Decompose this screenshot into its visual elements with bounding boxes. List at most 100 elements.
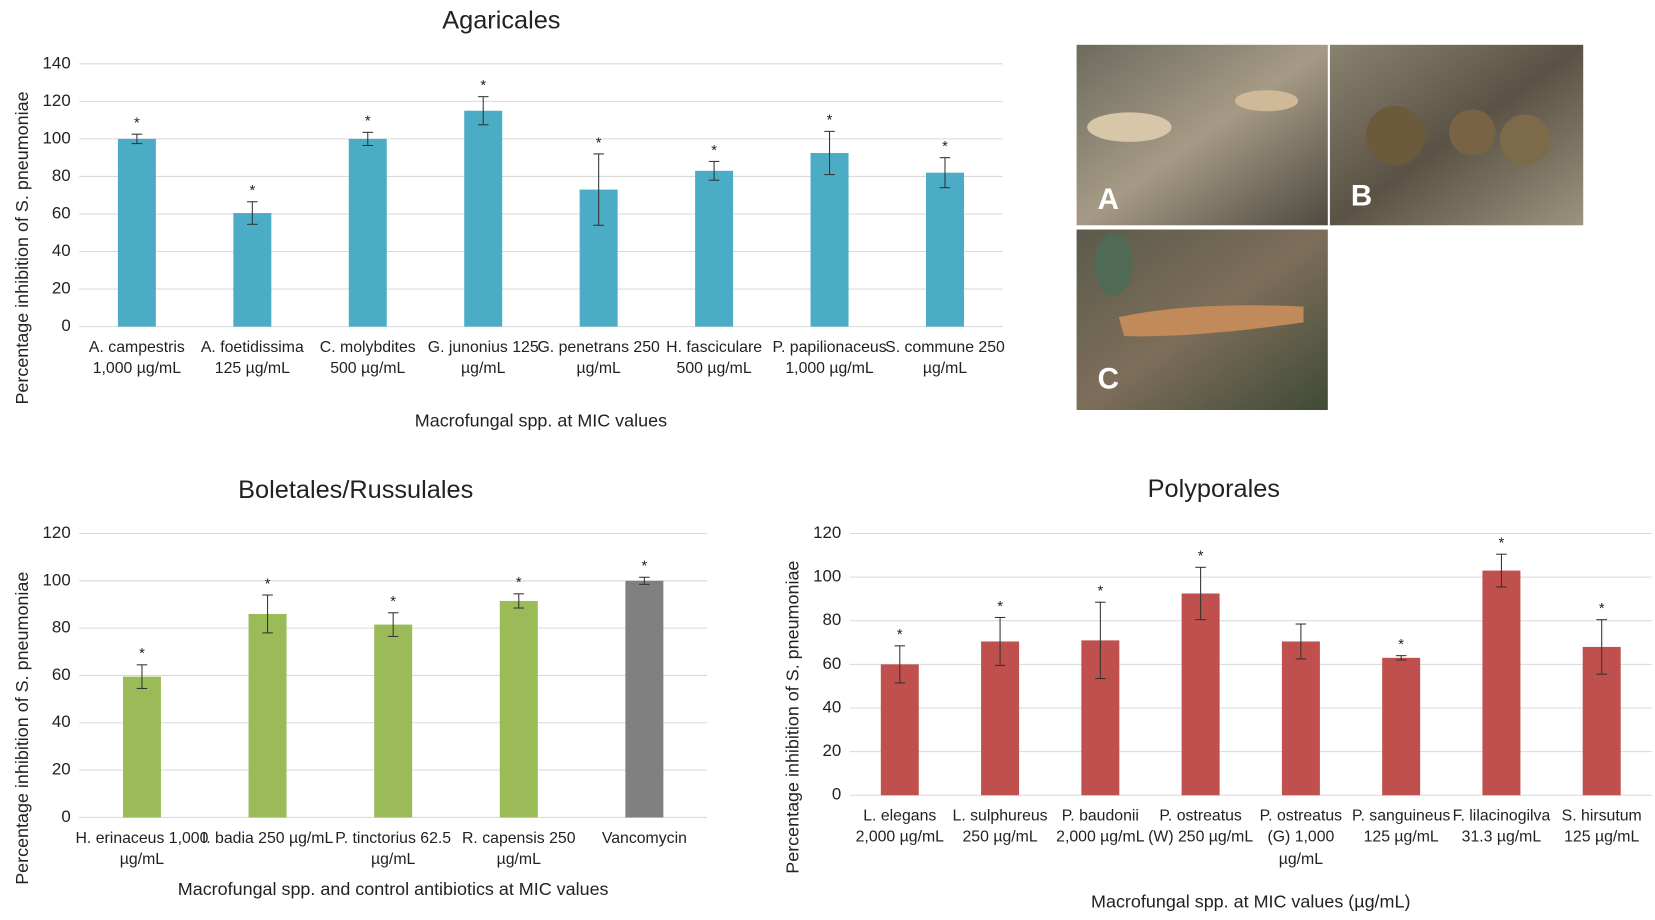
chart-title: Polyporales xyxy=(1148,475,1280,503)
x-tick-label: G. penetrans 250 µg/mL xyxy=(537,337,661,380)
significance-mark: * xyxy=(827,113,833,129)
bar xyxy=(881,664,919,795)
x-tick-label: P. baudonii 2,000 µg/mL xyxy=(1046,806,1155,849)
significance-mark: * xyxy=(641,559,647,575)
x-tick-label: L. elegans 2,000 µg/mL xyxy=(845,806,954,849)
y-tick-label: 40 xyxy=(52,241,71,260)
x-tick-label: F. lilacinogilva 31.3 µg/mL xyxy=(1447,806,1556,849)
x-axis-label: Macrofungal spp. at MIC values (µg/mL) xyxy=(1091,892,1410,912)
significance-mark: * xyxy=(942,139,948,155)
y-tick-label: 100 xyxy=(43,570,71,589)
y-tick-label: 20 xyxy=(52,760,71,779)
y-tick-label: 0 xyxy=(832,785,841,804)
x-tick-label: P. ostreatus (W) 250 µg/mL xyxy=(1146,806,1255,849)
y-tick-label: 120 xyxy=(43,91,71,110)
x-tick-label: H. fasciculare 500 µg/mL xyxy=(652,337,776,380)
significance-mark: * xyxy=(480,78,486,94)
x-tick-label: R. capensis 250 µg/mL xyxy=(452,828,586,871)
bar xyxy=(349,139,387,327)
x-tick-label: I. badia 250 µg/mL xyxy=(201,828,335,849)
x-tick-label: A. campestris 1,000 µg/mL xyxy=(75,337,199,380)
chart-title: Agaricales xyxy=(442,6,560,34)
significance-mark: * xyxy=(997,599,1003,615)
x-tick-label-box: I. badia 250 µg/mL xyxy=(201,828,335,910)
x-tick-label: G. junonius 125 µg/mL xyxy=(421,337,545,380)
bar xyxy=(123,677,161,818)
y-tick-label: 80 xyxy=(52,618,71,637)
x-tick-label-box: P. papilionaceus 1,000 µg/mL xyxy=(768,337,892,419)
x-tick-label-box: S. hirsutum 125 µg/mL xyxy=(1547,806,1655,888)
significance-mark: * xyxy=(1398,637,1404,653)
x-tick-label: P. sanguineus 125 µg/mL xyxy=(1347,806,1456,849)
x-tick-label-box: A. foetidissima 125 µg/mL xyxy=(190,337,314,419)
photo-label: C xyxy=(1098,362,1119,395)
figure: ABCAgaricales020406080100120140Percentag… xyxy=(0,0,1655,915)
chart-title: Boletales/Russulales xyxy=(238,476,473,504)
bar xyxy=(1482,571,1520,796)
x-tick-label: C. molybdites 500 µg/mL xyxy=(306,337,430,380)
x-tick-label-box: H. fasciculare 500 µg/mL xyxy=(652,337,776,419)
y-tick-label: 80 xyxy=(822,610,841,629)
photo-label: B xyxy=(1351,180,1372,213)
x-tick-label: H. erinaceus 1,000 µg/mL xyxy=(75,828,209,871)
x-tick-label-box: R. capensis 250 µg/mL xyxy=(452,828,586,910)
significance-mark: * xyxy=(139,646,145,662)
x-tick-label: P. papilionaceus 1,000 µg/mL xyxy=(768,337,892,380)
y-tick-label: 60 xyxy=(52,665,71,684)
significance-mark: * xyxy=(711,143,717,159)
bar xyxy=(1182,593,1220,795)
x-tick-label-box: Vancomycin xyxy=(577,828,711,910)
bar xyxy=(926,173,964,327)
significance-mark: * xyxy=(516,575,522,591)
y-tick-label: 20 xyxy=(822,741,841,760)
x-tick-label-box: P. ostreatus (G) 1,000 µg/mL xyxy=(1247,806,1356,888)
y-tick-label: 140 xyxy=(43,53,71,72)
bar xyxy=(695,171,733,327)
x-tick-label: A. foetidissima 125 µg/mL xyxy=(190,337,314,380)
bar xyxy=(625,581,663,818)
x-tick-label-box: C. molybdites 500 µg/mL xyxy=(306,337,430,419)
y-tick-label: 100 xyxy=(43,128,71,147)
x-tick-label-box: A. campestris 1,000 µg/mL xyxy=(75,337,199,419)
y-tick-label: 100 xyxy=(813,567,841,586)
significance-mark: * xyxy=(897,627,903,643)
bar xyxy=(464,111,502,327)
significance-mark: * xyxy=(249,183,255,199)
y-tick-label: 20 xyxy=(52,279,71,298)
x-tick-label: P. tinctorius 62.5 µg/mL xyxy=(326,828,460,871)
y-tick-label: 0 xyxy=(61,316,70,335)
x-tick-label-box: P. ostreatus (W) 250 µg/mL xyxy=(1146,806,1255,888)
y-tick-label: 120 xyxy=(43,523,71,542)
y-tick-label: 60 xyxy=(52,203,71,222)
y-tick-label: 60 xyxy=(822,654,841,673)
x-tick-label: Vancomycin xyxy=(577,828,711,849)
x-tick-label-box: L. elegans 2,000 µg/mL xyxy=(845,806,954,888)
x-tick-label-box: G. junonius 125 µg/mL xyxy=(421,337,545,419)
y-axis-label: Percentage inhibition of S. pneumoniae xyxy=(12,572,32,885)
x-tick-label: L. sulphureus 250 µg/mL xyxy=(946,806,1055,849)
significance-mark: * xyxy=(1499,536,1505,552)
bar xyxy=(374,625,412,818)
significance-mark: * xyxy=(596,135,602,151)
x-tick-label: S. hirsutum 125 µg/mL xyxy=(1547,806,1655,849)
bar xyxy=(811,153,849,327)
y-tick-label: 80 xyxy=(52,166,71,185)
significance-mark: * xyxy=(1198,549,1204,565)
x-tick-label-box: S. commune 250 µg/mL xyxy=(883,337,1007,419)
y-axis-label: Percentage inhibition of S. pneumoniae xyxy=(12,91,32,404)
bar xyxy=(1382,658,1420,795)
significance-mark: * xyxy=(134,116,140,132)
significance-mark: * xyxy=(265,576,271,592)
bar xyxy=(233,213,271,327)
x-tick-label-box: P. tinctorius 62.5 µg/mL xyxy=(326,828,460,910)
x-tick-label: P. ostreatus (G) 1,000 µg/mL xyxy=(1247,806,1356,870)
x-tick-label-box: P. baudonii 2,000 µg/mL xyxy=(1046,806,1155,888)
x-tick-label-box: H. erinaceus 1,000 µg/mL xyxy=(75,828,209,910)
bar xyxy=(249,614,287,817)
x-tick-label: S. commune 250 µg/mL xyxy=(883,337,1007,380)
x-tick-label-box: F. lilacinogilva 31.3 µg/mL xyxy=(1447,806,1556,888)
y-axis-label: Percentage inhibition of S. pneumoniae xyxy=(782,561,802,874)
y-tick-label: 40 xyxy=(52,712,71,731)
x-tick-label-box: G. penetrans 250 µg/mL xyxy=(537,337,661,419)
y-tick-label: 0 xyxy=(61,807,70,826)
